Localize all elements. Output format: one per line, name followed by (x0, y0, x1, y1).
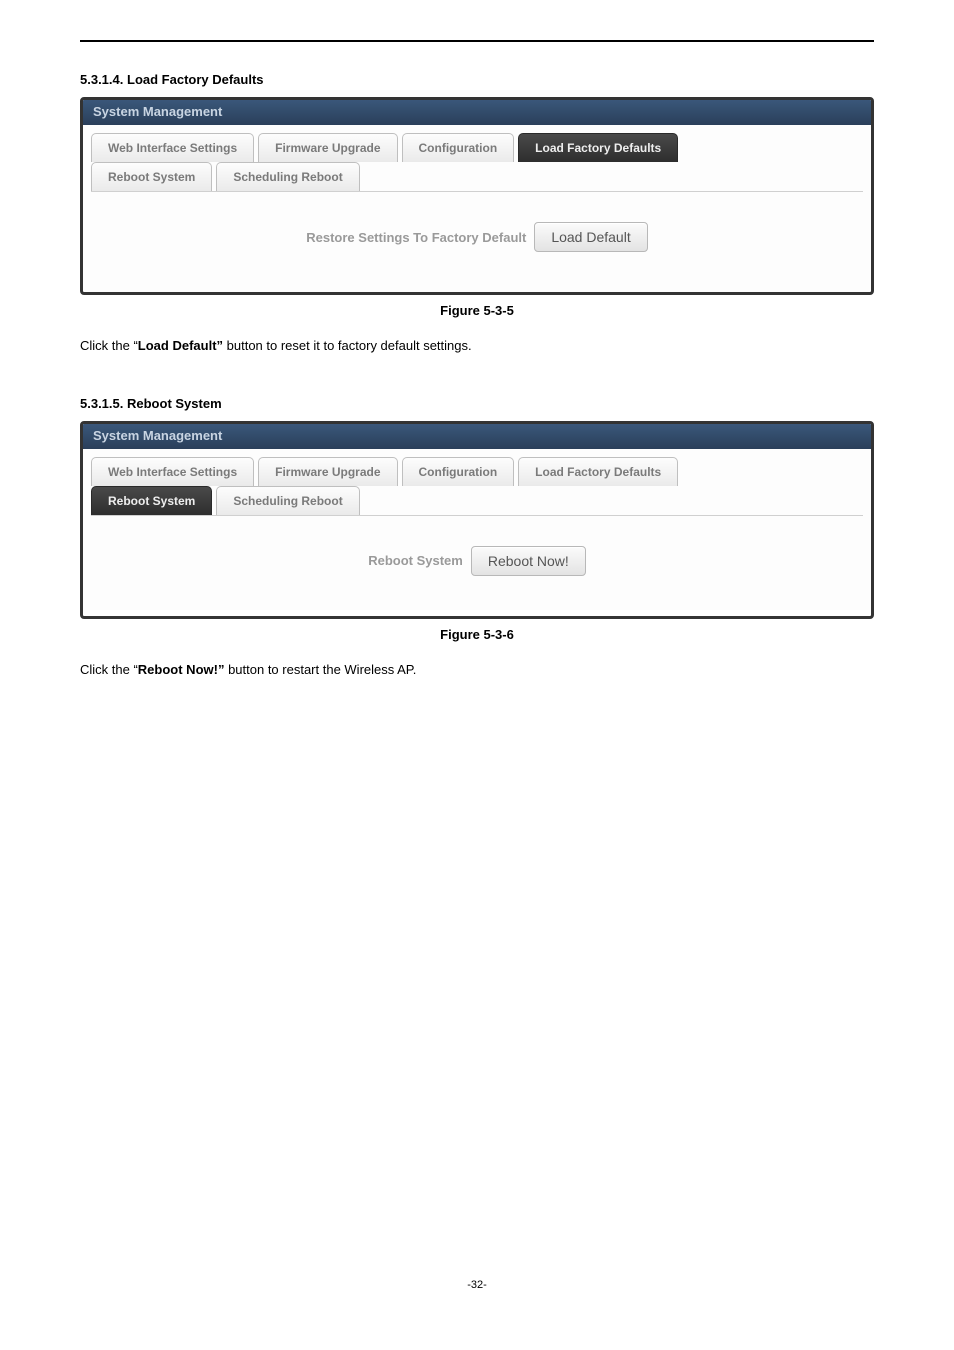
tab-firmware-upgrade-2[interactable]: Firmware Upgrade (258, 457, 397, 486)
panel-body-2: Reboot System Reboot Now! (91, 515, 863, 606)
tab-configuration[interactable]: Configuration (402, 133, 515, 162)
tab-configuration-2[interactable]: Configuration (402, 457, 515, 486)
text1-bold: Load Default” (138, 338, 223, 353)
text1-pre: Click the “ (80, 338, 138, 353)
tab-reboot-system[interactable]: Reboot System (91, 162, 212, 191)
section-number-1: 5.3.1.4. (80, 72, 123, 87)
instruction-text-1: Click the “Load Default” button to reset… (80, 336, 874, 356)
tab-scheduling-reboot-2[interactable]: Scheduling Reboot (216, 486, 359, 515)
text2-post: button to restart the Wireless AP. (224, 662, 416, 677)
load-default-button[interactable]: Load Default (534, 222, 647, 252)
panel-titlebar-1: System Management (83, 100, 871, 125)
tabs-row2-panel2: Reboot System Scheduling Reboot (83, 486, 871, 515)
section-heading-2: 5.3.1.5. Reboot System (80, 396, 874, 411)
figure-caption-2: Figure 5-3-6 (80, 627, 874, 642)
tab-firmware-upgrade[interactable]: Firmware Upgrade (258, 133, 397, 162)
tab-scheduling-reboot[interactable]: Scheduling Reboot (216, 162, 359, 191)
panel-body-1: Restore Settings To Factory Default Load… (91, 191, 863, 282)
tabs-row1-panel2: Web Interface Settings Firmware Upgrade … (83, 449, 871, 486)
reboot-now-button[interactable]: Reboot Now! (471, 546, 586, 576)
reboot-system-label: Reboot System (368, 553, 463, 568)
tabs-row1-panel1: Web Interface Settings Firmware Upgrade … (83, 125, 871, 162)
text2-bold: Reboot Now!” (138, 662, 225, 677)
tabs-row2-panel1: Reboot System Scheduling Reboot (83, 162, 871, 191)
tab-reboot-system-2[interactable]: Reboot System (91, 486, 212, 515)
tab-load-factory-defaults-2[interactable]: Load Factory Defaults (518, 457, 678, 486)
page-number: -32- (80, 1279, 874, 1291)
section-number-2: 5.3.1.5. (80, 396, 123, 411)
text1-post: button to reset it to factory default se… (223, 338, 472, 353)
instruction-text-2: Click the “Reboot Now!” button to restar… (80, 660, 874, 680)
system-management-panel-2: System Management Web Interface Settings… (80, 421, 874, 619)
text2-pre: Click the “ (80, 662, 138, 677)
section-heading-1: 5.3.1.4. Load Factory Defaults (80, 72, 874, 87)
section-title-1: Load Factory Defaults (127, 72, 264, 87)
section-title-2: Reboot System (127, 396, 222, 411)
top-horizontal-rule (80, 40, 874, 42)
panel-titlebar-2: System Management (83, 424, 871, 449)
tab-web-interface-settings-2[interactable]: Web Interface Settings (91, 457, 254, 486)
figure-caption-1: Figure 5-3-5 (80, 303, 874, 318)
system-management-panel-1: System Management Web Interface Settings… (80, 97, 874, 295)
restore-settings-label: Restore Settings To Factory Default (306, 230, 526, 245)
tab-load-factory-defaults[interactable]: Load Factory Defaults (518, 133, 678, 162)
tab-web-interface-settings[interactable]: Web Interface Settings (91, 133, 254, 162)
